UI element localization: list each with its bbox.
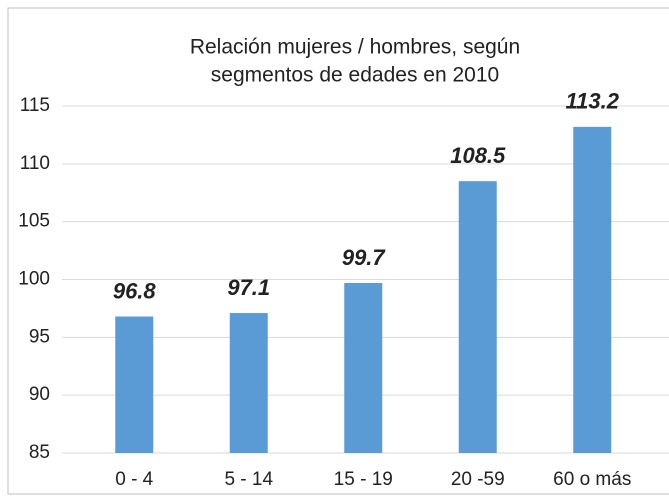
bar [344, 282, 383, 453]
bar [115, 316, 154, 453]
y-tick-label: 115 [20, 95, 50, 116]
data-label: 96.8 [113, 278, 157, 303]
bar [573, 126, 612, 453]
bar [229, 313, 268, 453]
y-tick-label: 90 [29, 384, 50, 405]
data-label: 113.2 [566, 89, 620, 114]
x-tick-label: 5 - 14 [224, 469, 273, 490]
y-tick-label: 110 [20, 153, 50, 174]
y-tick-label: 105 [18, 211, 50, 232]
y-tick-label: 85 [29, 442, 50, 463]
data-label: 99.7 [342, 245, 387, 270]
x-tick-label: 0 - 4 [115, 469, 153, 490]
data-label: 97.1 [227, 275, 270, 300]
x-tick-label: 60 o más [553, 469, 631, 490]
data-label: 108.5 [450, 143, 506, 168]
chart-title: segmentos de edades en 2010 [211, 64, 499, 87]
x-tick-label: 15 - 19 [334, 469, 393, 490]
bar [458, 181, 497, 453]
x-tick-label: 20 -59 [451, 469, 505, 490]
chart-title: Relación mujeres / hombres, según [190, 36, 520, 59]
y-tick-label: 100 [18, 269, 50, 290]
y-tick-label: 95 [29, 326, 50, 347]
